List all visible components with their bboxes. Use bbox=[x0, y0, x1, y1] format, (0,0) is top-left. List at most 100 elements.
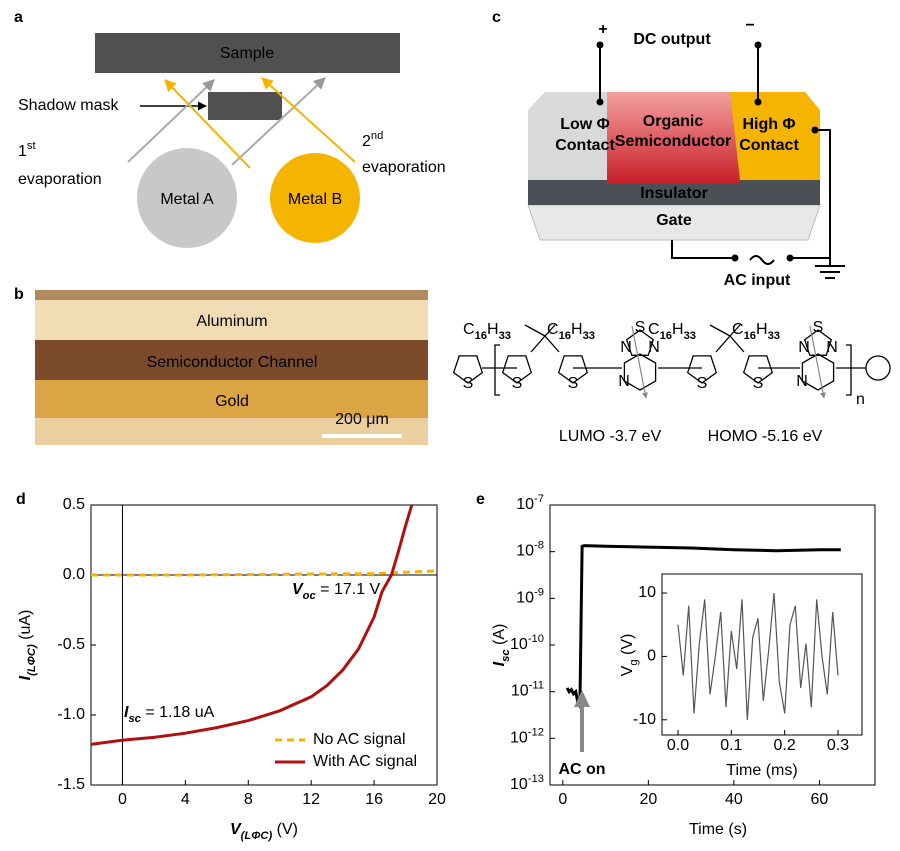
homo-label: HOMO -5.16 eV bbox=[708, 428, 823, 445]
low-contact-label: Contact bbox=[555, 137, 615, 154]
x-tick-label: 0.1 bbox=[720, 737, 742, 754]
y-tick-label: 0.0 bbox=[63, 566, 85, 583]
y-axis-label-part: sc bbox=[500, 649, 512, 662]
ring bbox=[686, 355, 718, 384]
x-axis-label-part: (V) bbox=[272, 821, 298, 838]
y-tick-label-part: -10 bbox=[528, 633, 544, 645]
atom-label: S bbox=[512, 375, 523, 392]
y-axis-label-part: (V) bbox=[619, 634, 636, 660]
x-tick-label: 0.0 bbox=[667, 737, 689, 754]
side-chain-part: C bbox=[648, 321, 660, 338]
bond bbox=[709, 324, 745, 353]
inset-background bbox=[662, 574, 862, 735]
side-chain-part: H bbox=[487, 321, 499, 338]
x-tick-label: 0 bbox=[558, 791, 567, 808]
atom-label: N bbox=[826, 339, 838, 356]
band-label: Aluminum bbox=[196, 313, 267, 330]
atom-label: S bbox=[753, 375, 764, 392]
terminal bbox=[596, 98, 604, 106]
x-tick-label: 8 bbox=[244, 791, 253, 808]
y-tick-label-part: 10 bbox=[511, 683, 529, 700]
annotation-part: V bbox=[292, 581, 304, 598]
y-tick-label: 10 bbox=[638, 584, 656, 601]
x-tick-label-part: 40 bbox=[725, 791, 743, 808]
y-tick-label: 10-8 bbox=[516, 540, 544, 560]
panel-letter: b bbox=[14, 286, 24, 303]
second-evaporation: 2nd bbox=[362, 130, 383, 150]
ring bbox=[452, 355, 484, 384]
x-axis-label-part: Time (s) bbox=[689, 821, 747, 838]
atom-label-part: S bbox=[813, 319, 824, 336]
x-axis-label-part: V bbox=[230, 821, 242, 838]
repeat-label: n bbox=[856, 391, 865, 408]
gate-label-part: Gate bbox=[656, 212, 692, 229]
y-tick-label-part: 10 bbox=[516, 590, 534, 607]
sample bbox=[95, 33, 400, 73]
y-tick-label: 10-11 bbox=[511, 680, 544, 700]
y-tick-label-part: 10 bbox=[510, 730, 528, 747]
annotation: Voc = 17.1 V bbox=[292, 581, 381, 602]
ac-source bbox=[749, 255, 775, 265]
ring bbox=[623, 353, 657, 391]
x-axis-label: V(LΦC) (V) bbox=[230, 821, 298, 842]
low-contact-label-part: Contact bbox=[555, 137, 615, 154]
y-tick-label: -10 bbox=[633, 711, 656, 728]
organic-layer bbox=[607, 92, 740, 184]
terminal bbox=[754, 98, 762, 106]
side-chain: C16H33 bbox=[648, 321, 696, 342]
y-tick-label-part: -13 bbox=[528, 773, 544, 785]
y-tick-label-part: -7 bbox=[534, 493, 544, 505]
low-contact-label: Low Φ bbox=[560, 116, 610, 133]
ring bbox=[865, 355, 891, 381]
metal-b-label: Metal B bbox=[288, 191, 342, 208]
micrograph-band bbox=[35, 340, 428, 380]
x-tick-label-part: 20 bbox=[639, 791, 657, 808]
micrograph-band bbox=[35, 290, 428, 300]
x-axis-label-part: Time (ms) bbox=[726, 762, 797, 779]
legend-label: No AC signal bbox=[313, 731, 406, 748]
evaporation-ray bbox=[127, 79, 215, 163]
y-tick-label-part: -9 bbox=[534, 586, 544, 598]
first-evaporation-part: st bbox=[27, 140, 37, 152]
series-line bbox=[677, 592, 839, 720]
band-label-part: Semiconductor Channel bbox=[147, 354, 318, 371]
plot-frame bbox=[661, 573, 863, 736]
band-label: Semiconductor Channel bbox=[147, 354, 318, 371]
panel-letter-part: d bbox=[16, 491, 26, 508]
shadow-mask bbox=[208, 92, 282, 120]
side-chain-part: 33 bbox=[499, 330, 511, 342]
shadow-mask-label-part: Shadow mask bbox=[18, 97, 119, 114]
x-tick-label-part: 0 bbox=[118, 791, 127, 808]
side-chain-part: 16 bbox=[744, 330, 756, 342]
micrograph-band bbox=[35, 418, 428, 445]
y-tick-label-part: 0.5 bbox=[63, 496, 85, 513]
atom-label-part: N bbox=[618, 373, 630, 390]
side-chain-part: H bbox=[756, 321, 768, 338]
x-tick-label-part: 20 bbox=[428, 791, 446, 808]
x-tick-label-part: 4 bbox=[181, 791, 190, 808]
y-tick-label-part: -1.0 bbox=[57, 706, 85, 723]
metal-b bbox=[270, 153, 360, 243]
x-tick-label: 4 bbox=[181, 791, 190, 808]
y-tick-label-part: 10 bbox=[510, 636, 528, 653]
x-tick-label: 40 bbox=[725, 791, 743, 808]
annotation-part: = 17.1 V bbox=[316, 581, 381, 598]
x-axis-label: Time (ms) bbox=[726, 762, 797, 779]
panel-letter-part: c bbox=[492, 9, 501, 26]
atom-label: N bbox=[798, 339, 810, 356]
ring bbox=[803, 329, 833, 356]
metal-a-label-part: Metal A bbox=[160, 191, 214, 208]
x-tick-label-part: 0.0 bbox=[667, 737, 689, 754]
scale-bar bbox=[322, 434, 402, 438]
x-tick-label: 60 bbox=[811, 791, 829, 808]
side-chain: C16H33 bbox=[463, 321, 511, 342]
y-tick-label: 10-13 bbox=[510, 773, 544, 793]
atom-label-part: N bbox=[796, 373, 808, 390]
y-tick-label-part: 10 bbox=[516, 543, 534, 560]
atom-label: N bbox=[618, 373, 630, 390]
first-evaporation-part: 1 bbox=[18, 143, 27, 160]
atom-label: S bbox=[697, 375, 708, 392]
y-axis-label: I(LΦC) (uA) bbox=[17, 610, 38, 681]
side-chain-part: 33 bbox=[768, 330, 780, 342]
ring bbox=[501, 355, 533, 384]
